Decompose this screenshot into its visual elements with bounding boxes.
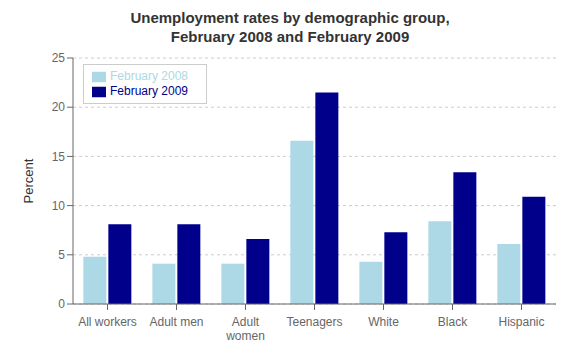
svg-text:Black: Black xyxy=(438,315,468,329)
svg-text:0: 0 xyxy=(58,297,65,311)
html-text:February 2008 and February 200: February 2008 and February 2009 xyxy=(170,28,410,45)
svg-text:5: 5 xyxy=(58,248,65,262)
svg-text:Percent: Percent xyxy=(21,158,36,203)
svg-text:All workers: All workers xyxy=(78,315,137,329)
svg-text:Adult men: Adult men xyxy=(149,315,203,329)
svg-text:White: White xyxy=(368,315,399,329)
html-text:Unemployment rates by demograp: Unemployment rates by demographic group, xyxy=(130,9,450,26)
html-text:February 2009: February 2009 xyxy=(110,83,188,98)
svg-text:Adultwomen: Adultwomen xyxy=(225,315,265,343)
svg-text:Hispanic: Hispanic xyxy=(498,315,544,329)
svg-text:15: 15 xyxy=(52,150,66,164)
svg-text:20: 20 xyxy=(52,100,66,114)
svg-text:Teenagers: Teenagers xyxy=(286,315,342,329)
svg-text:10: 10 xyxy=(52,199,66,213)
svg-text:25: 25 xyxy=(52,51,66,65)
html-text:February 2008: February 2008 xyxy=(110,69,188,83)
